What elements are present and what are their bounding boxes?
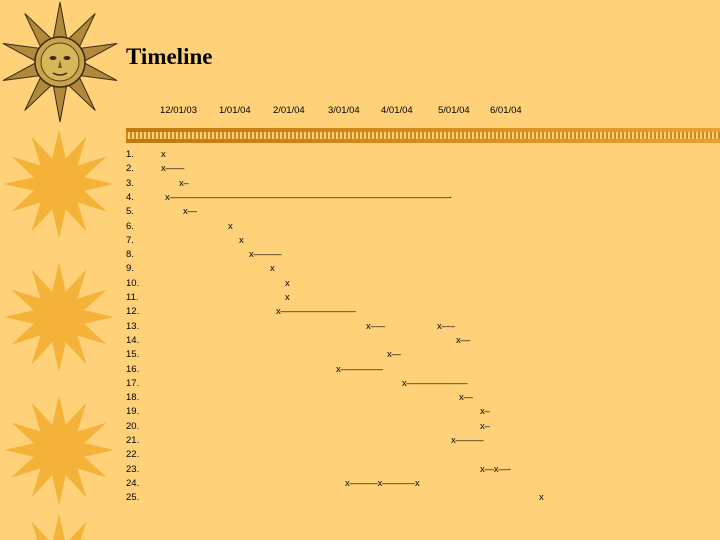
timeline-row: 15. x— xyxy=(0,349,720,363)
timeline-mark: x— xyxy=(387,349,401,361)
row-number: 14. xyxy=(126,334,140,346)
timeline-mark: x xyxy=(161,149,166,160)
sun-icon xyxy=(31,514,87,540)
timeline-row: 5. x— xyxy=(0,206,720,220)
timeline-row: 24. x———x—–——x xyxy=(0,478,720,492)
timeline-row: 9. x xyxy=(0,263,720,277)
sun-icon xyxy=(4,395,114,505)
timeline-mark: x——— xyxy=(249,249,282,261)
row-number: 11. xyxy=(126,292,139,303)
row-number: 13. xyxy=(126,320,140,332)
row-number: 7. xyxy=(126,234,134,246)
date-label: 2/01/04 xyxy=(273,105,305,116)
timeline-row: 20. x– xyxy=(0,421,720,435)
row-number: 21. xyxy=(126,435,140,446)
timeline-mark: x——— xyxy=(451,435,484,446)
timeline-row: 25. x xyxy=(0,492,720,506)
timeline-mark: x xyxy=(285,277,290,289)
timeline-mark: x— xyxy=(456,334,470,346)
timeline-row: 16. x——–—— xyxy=(0,364,720,378)
date-label: 3/01/04 xyxy=(328,105,360,116)
timeline-row: 21. x——— xyxy=(0,435,720,449)
sun-icon xyxy=(4,129,114,239)
timeline-mark: x– xyxy=(480,420,490,432)
timeline-row: 4. x——————————————————————————————- xyxy=(0,192,720,206)
date-label: 1/01/04 xyxy=(219,105,251,116)
row-number: 25. xyxy=(126,492,140,504)
row-number: 8. xyxy=(126,249,134,261)
timeline-mark: x xyxy=(539,492,544,504)
timeline-mark: x——–—— xyxy=(336,363,383,375)
timeline-mark: x————–—— xyxy=(402,377,468,389)
timeline-row: 14. x— xyxy=(0,335,720,349)
timeline-row: 23. x—x—- xyxy=(0,464,720,478)
timeline-row: 17. x————–—— xyxy=(0,378,720,392)
timeline-row: 6. x xyxy=(0,221,720,235)
row-number: 20. xyxy=(126,420,140,432)
sun-icon xyxy=(4,262,114,372)
row-number: 16. xyxy=(126,363,140,375)
date-label: 5/01/04 xyxy=(438,105,470,116)
row-number: 15. xyxy=(126,349,140,361)
timeline-mark: x—x—- xyxy=(480,463,511,475)
row-number: 9. xyxy=(126,263,134,275)
timeline-mark: x– xyxy=(480,406,490,418)
row-number: 2. xyxy=(126,163,134,175)
header-divider xyxy=(126,128,720,143)
row-number: 4. xyxy=(126,191,134,203)
timeline-row: 7. x xyxy=(0,235,720,249)
timeline-mark: x—— xyxy=(161,163,185,175)
row-number: 5. xyxy=(126,206,134,218)
timeline-date-header: 12/01/03 1/01/04 2/01/04 3/01/04 4/01/04… xyxy=(0,105,720,121)
timeline-mark: x———x—–——x xyxy=(345,477,420,489)
timeline-row: 2. x—— xyxy=(0,163,720,177)
timeline-row: 19. x– xyxy=(0,406,720,420)
timeline-mark: x xyxy=(285,292,290,303)
timeline-mark: x–-– xyxy=(437,320,455,332)
sun-face-icon xyxy=(2,1,118,123)
timeline-row: 18. x— xyxy=(0,392,720,406)
row-number: 19. xyxy=(126,406,140,418)
date-label: 4/01/04 xyxy=(381,105,413,116)
timeline-row: 22. xyxy=(0,449,720,463)
row-number: 18. xyxy=(126,392,140,404)
timeline-mark: x— xyxy=(183,206,197,218)
timeline-mark: x xyxy=(228,220,233,232)
row-number: 23. xyxy=(126,463,140,475)
row-number: 6. xyxy=(126,220,134,232)
timeline-row: 10. x xyxy=(0,278,720,292)
timeline-row: 13. x—– x–-– xyxy=(0,321,720,335)
row-number: 10. xyxy=(126,277,140,289)
timeline-mark: x xyxy=(270,263,275,275)
row-number: 22. xyxy=(126,449,140,461)
timeline-row: 8. x——— xyxy=(0,249,720,263)
timeline-row: 11. x xyxy=(0,292,720,306)
date-label: 6/01/04 xyxy=(490,105,522,116)
timeline-mark: x—– xyxy=(366,320,385,332)
row-number: 1. xyxy=(126,149,134,160)
timeline-mark: x xyxy=(239,234,244,246)
date-label: 12/01/03 xyxy=(160,105,197,116)
row-number: 17. xyxy=(126,377,140,389)
page-title: Timeline xyxy=(126,44,213,69)
timeline-mark: x——————————————————————————————- xyxy=(165,191,452,203)
row-number: 24. xyxy=(126,477,140,489)
timeline-mark: x– xyxy=(179,177,189,189)
row-number: 12. xyxy=(126,306,140,318)
row-number: 3. xyxy=(126,177,134,189)
timeline-mark: x———————–– xyxy=(276,306,356,318)
timeline-mark: x— xyxy=(459,392,473,404)
timeline-row: 12. x———————–– xyxy=(0,306,720,320)
timeline-row: 3. x– xyxy=(0,178,720,192)
timeline-row: 1. x xyxy=(0,149,720,163)
